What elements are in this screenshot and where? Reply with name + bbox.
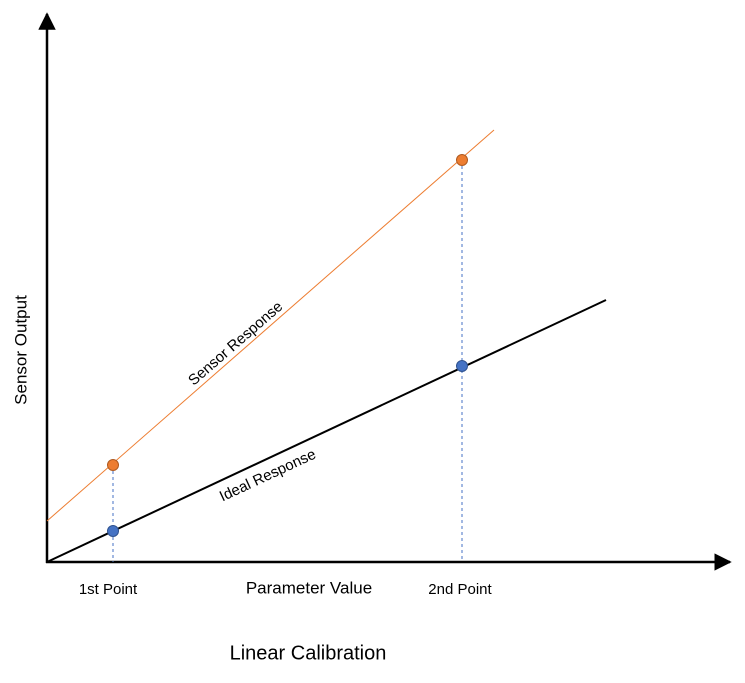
line-label: Sensor Response <box>185 298 286 389</box>
ideal-point <box>456 360 468 372</box>
caption: Linear Calibration <box>230 642 387 664</box>
point-label: 2nd Point <box>428 581 492 598</box>
x-axis-label: Parameter Value <box>246 578 372 597</box>
ideal-point <box>107 525 119 537</box>
sensor-point <box>456 154 468 166</box>
ideal-line <box>46 299 607 563</box>
point-label: 1st Point <box>79 581 138 598</box>
sensor-point <box>107 459 119 471</box>
y-axis-label: Sensor Output <box>11 295 30 405</box>
sensor-line <box>46 129 495 522</box>
